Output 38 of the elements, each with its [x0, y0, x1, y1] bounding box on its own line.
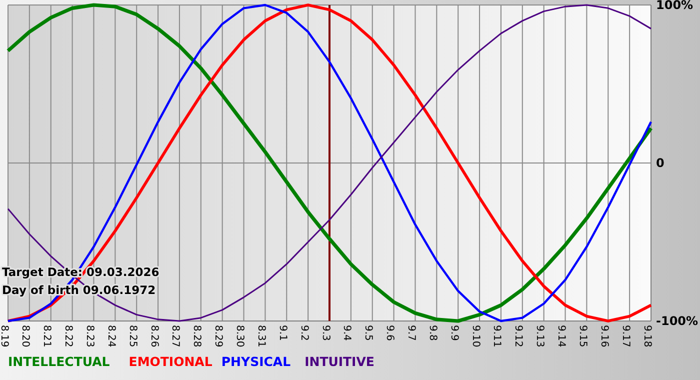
x-tick-label: 9.1 [276, 325, 288, 341]
x-tick-label: 9.8 [426, 325, 438, 341]
x-tick-label: 9.10 [470, 325, 481, 348]
x-tick-label: 8.30 [234, 325, 246, 348]
x-tick-label: 9.17 [620, 325, 631, 348]
x-tick-label: 8.24 [105, 325, 116, 348]
x-tick-label: 9.16 [598, 325, 610, 348]
x-tick-label: 9.3 [320, 325, 331, 341]
text: INTELLECTUAL [8, 354, 110, 369]
text: INTUITIVE [304, 354, 374, 369]
y-tick-label: 0 [656, 156, 664, 170]
x-tick-label: 8.29 [212, 325, 224, 348]
x-tick-label: 9.4 [341, 325, 352, 341]
x-tick-label: 9.5 [362, 325, 374, 341]
x-tick-label: 8.26 [148, 325, 160, 348]
x-tick-label: 9.7 [406, 325, 416, 341]
x-tick-label: 8.19 [0, 325, 10, 348]
x-tick-label: 8.21 [41, 325, 52, 348]
x-tick-label: 8.23 [84, 325, 95, 348]
x-tick-label: 8.20 [20, 325, 31, 348]
x-tick-label: 9.2 [298, 325, 310, 341]
x-tick-label: 8.22 [62, 325, 74, 348]
x-tick-label: 9.18 [641, 325, 652, 348]
x-tick-label: 9.13 [534, 325, 546, 348]
x-tick-label: 8.25 [126, 325, 138, 348]
x-tick-label: 9.12 [512, 325, 524, 348]
x-tick-label: 9.6 [384, 325, 396, 341]
x-tick-label: 9.11 [491, 325, 502, 348]
y-tick-label: 100% [656, 0, 694, 12]
x-tick-label: 9.15 [576, 325, 588, 348]
x-tick-label: 9.9 [448, 325, 460, 341]
text: PHYSICAL [221, 354, 291, 369]
y-tick-label: -100% [656, 314, 698, 328]
x-tick-label: 8.27 [170, 325, 181, 348]
x-tick-label: 9.14 [556, 325, 567, 348]
x-tick-label: 8.28 [191, 325, 202, 348]
text: EMOTIONAL [128, 354, 212, 369]
x-tick-label: 8.31 [255, 325, 266, 348]
